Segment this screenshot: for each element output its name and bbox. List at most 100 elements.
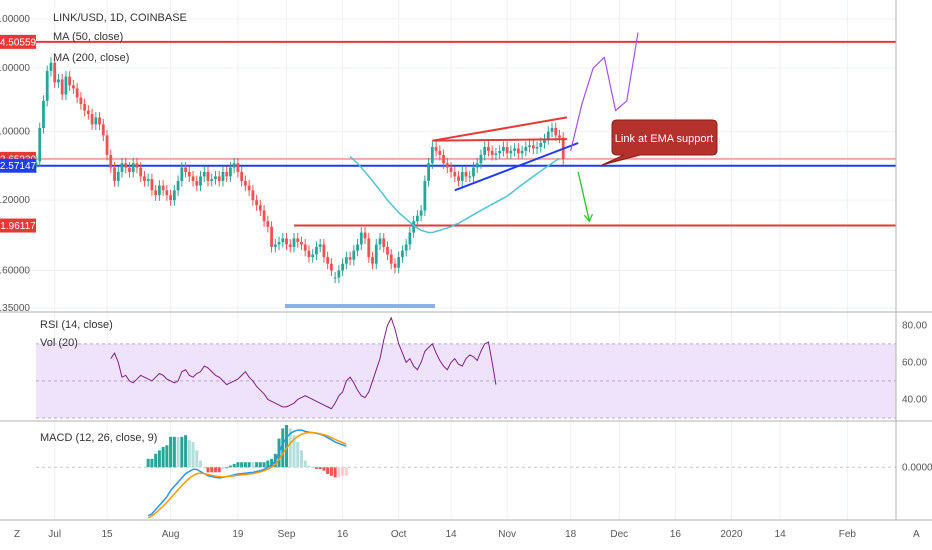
candle-body[interactable] <box>105 135 109 155</box>
candle-body[interactable] <box>75 88 79 98</box>
candle-body[interactable] <box>528 145 531 147</box>
candle-body[interactable] <box>150 179 154 191</box>
candle-body[interactable] <box>509 150 513 154</box>
candle-body[interactable] <box>539 142 543 147</box>
candle-body[interactable] <box>262 210 266 222</box>
candle-body[interactable] <box>326 257 330 264</box>
candle-body[interactable] <box>359 232 363 245</box>
candle-body[interactable] <box>258 205 262 211</box>
candle-body[interactable] <box>143 176 146 181</box>
candle-body[interactable] <box>206 171 210 181</box>
candle-body[interactable] <box>311 254 315 258</box>
candle-body[interactable] <box>554 128 558 136</box>
candle-body[interactable] <box>154 190 158 196</box>
projection-arrow-down[interactable] <box>577 171 591 222</box>
candle-body[interactable] <box>520 150 524 154</box>
candle-body[interactable] <box>225 171 229 177</box>
rsi-legend[interactable]: RSI (14, close) <box>40 319 113 331</box>
candle-body[interactable] <box>479 154 483 164</box>
timezone-icon[interactable]: Z <box>14 529 20 540</box>
ma200-legend[interactable]: MA (200, close) <box>53 52 129 64</box>
candle-body[interactable] <box>427 163 431 181</box>
candle-body[interactable] <box>401 250 404 258</box>
candle-body[interactable] <box>348 257 352 260</box>
candle-body[interactable] <box>131 163 135 172</box>
candle-body[interactable] <box>210 179 214 181</box>
candle-body[interactable] <box>270 226 273 247</box>
price-badge[interactable] <box>0 34 36 49</box>
time-axis[interactable]: Jul 15 Aug 19 Sep 16 Oct 14 Nov 18 Dec 16 2020 14 Feb <box>48 529 856 540</box>
candle-body[interactable] <box>53 62 57 83</box>
rsi-line[interactable] <box>110 316 497 410</box>
candle-body[interactable] <box>490 150 494 155</box>
candle-body[interactable] <box>460 171 464 181</box>
candle-body[interactable] <box>255 200 259 206</box>
candle-body[interactable] <box>98 117 101 125</box>
candle-body[interactable] <box>165 190 169 196</box>
candle-body[interactable] <box>57 79 60 83</box>
candle-body[interactable] <box>180 167 184 181</box>
candle-body[interactable] <box>382 238 386 247</box>
candle-body[interactable] <box>430 146 434 164</box>
candle-body[interactable] <box>487 146 490 151</box>
candle-body[interactable] <box>221 171 225 181</box>
ma50-legend[interactable]: MA (50, close) <box>53 31 123 43</box>
candle-body[interactable] <box>101 124 105 136</box>
candle-body[interactable] <box>49 62 53 71</box>
candle-body[interactable] <box>524 146 528 151</box>
candle-body[interactable] <box>408 232 412 245</box>
candle-body[interactable] <box>498 150 502 154</box>
candle-body[interactable] <box>415 215 419 222</box>
macd-signal-line[interactable] <box>147 431 347 519</box>
moving-average-line[interactable] <box>349 156 560 234</box>
candle-body[interactable] <box>243 180 247 186</box>
candle-body[interactable] <box>457 176 460 181</box>
candle-body[interactable] <box>251 190 255 201</box>
candle-body[interactable] <box>169 195 173 201</box>
candle-body[interactable] <box>449 167 453 172</box>
candle-body[interactable] <box>217 176 221 181</box>
candle-body[interactable] <box>191 176 195 181</box>
candle-body[interactable] <box>352 250 356 260</box>
candle-body[interactable] <box>176 180 180 191</box>
candle-body[interactable] <box>513 148 517 151</box>
candle-body[interactable] <box>296 238 300 243</box>
macd-legend[interactable]: MACD (12, 26, close, 9) <box>40 432 157 444</box>
candle-body[interactable] <box>337 270 341 278</box>
candle-body[interactable] <box>90 113 94 125</box>
candle-body[interactable] <box>86 110 90 114</box>
candle-body[interactable] <box>184 167 187 172</box>
price-badge[interactable] <box>0 158 36 173</box>
vol-legend[interactable]: Vol (20) <box>40 337 78 349</box>
trendline[interactable] <box>432 116 568 142</box>
candle-body[interactable] <box>240 171 244 181</box>
candle-body[interactable] <box>356 244 359 251</box>
candle-body[interactable] <box>45 70 49 101</box>
candle-body[interactable] <box>535 146 539 149</box>
candle-body[interactable] <box>393 263 397 268</box>
candle-body[interactable] <box>79 97 83 105</box>
candle-body[interactable] <box>505 146 509 154</box>
candle-body[interactable] <box>438 150 442 155</box>
candle-body[interactable] <box>68 76 72 86</box>
candle-body[interactable] <box>135 163 139 168</box>
candle-body[interactable] <box>367 238 371 258</box>
candle-body[interactable] <box>423 180 427 211</box>
candle-body[interactable] <box>109 154 113 168</box>
candle-body[interactable] <box>214 176 217 180</box>
candle-body[interactable] <box>442 154 445 164</box>
candle-body[interactable] <box>516 148 520 154</box>
candle-body[interactable] <box>501 146 505 151</box>
candle-body[interactable] <box>333 277 337 279</box>
candle-body[interactable] <box>199 176 202 186</box>
candle-body[interactable] <box>94 117 98 125</box>
candle-body[interactable] <box>546 131 550 140</box>
candle-body[interactable] <box>236 163 240 172</box>
annotation-callout[interactable]: Link at EMA support <box>601 119 718 166</box>
candle-body[interactable] <box>412 221 416 233</box>
candle-body[interactable] <box>113 167 116 181</box>
candle-body[interactable] <box>157 185 161 196</box>
candle-body[interactable] <box>341 263 345 271</box>
candle-body[interactable] <box>531 145 535 149</box>
